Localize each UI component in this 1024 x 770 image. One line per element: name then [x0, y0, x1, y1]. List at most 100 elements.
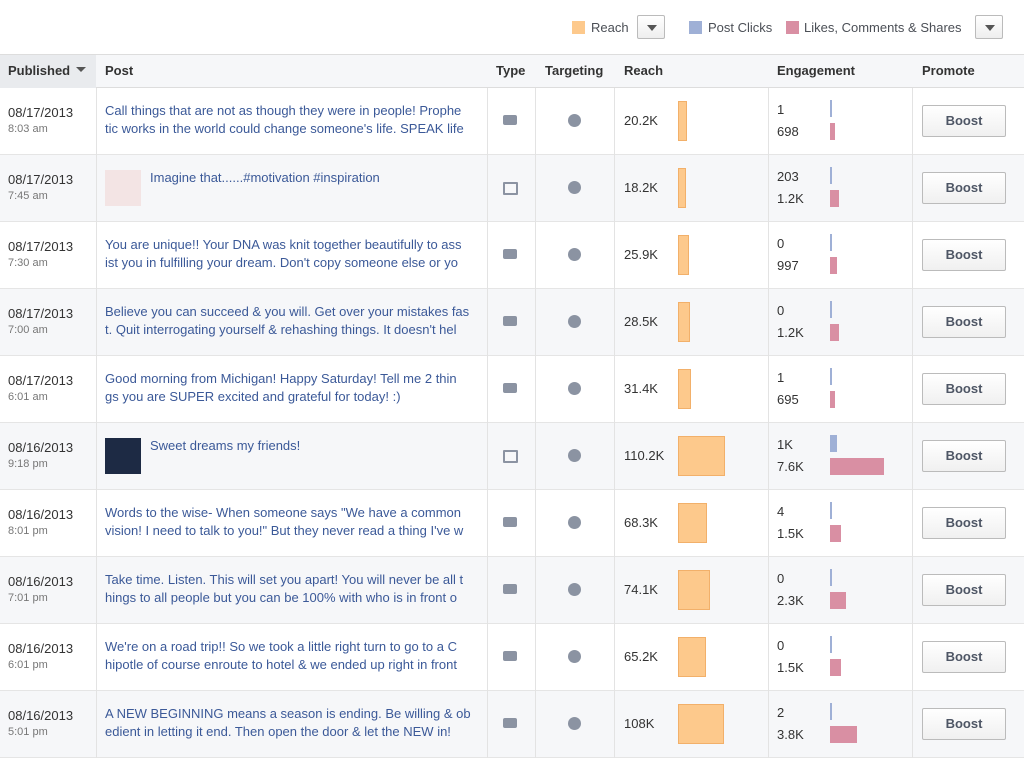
likes-label: 997	[777, 258, 799, 273]
boost-button[interactable]: Boost	[922, 507, 1006, 539]
status-icon	[503, 718, 517, 728]
boost-button[interactable]: Boost	[922, 172, 1006, 204]
clicks-bar	[830, 234, 832, 251]
legend-swatch	[689, 21, 702, 34]
post-text[interactable]: hings to all people but you can be 100% …	[105, 590, 457, 605]
post-text[interactable]: You are unique!! Your DNA was knit toget…	[105, 237, 462, 252]
header-row	[0, 55, 1024, 88]
column-divider	[535, 155, 536, 222]
clicks-label: 0	[777, 571, 785, 586]
column-divider	[535, 222, 536, 289]
column-divider	[487, 691, 488, 758]
boost-button[interactable]: Boost	[922, 373, 1006, 405]
time: 8:03 am	[8, 123, 48, 135]
column-header[interactable]: Published	[8, 63, 71, 78]
date: 08/16/2013	[8, 507, 74, 522]
boost-button[interactable]: Boost	[922, 440, 1006, 472]
column-divider	[487, 222, 488, 289]
column-divider	[614, 222, 615, 289]
reach-bar	[678, 436, 725, 476]
likes-label: 1.5K	[777, 660, 804, 675]
reach-bar	[678, 570, 710, 610]
column-divider	[768, 289, 769, 356]
post-text[interactable]: ist you in fulfilling your dream. Don't …	[105, 255, 458, 270]
legend-label: Post Clicks	[708, 20, 773, 35]
dropdown[interactable]	[975, 15, 1003, 39]
dropdown[interactable]	[637, 15, 665, 39]
post-text[interactable]: vision! I need to talk to you!" But they…	[105, 523, 464, 538]
post-text[interactable]: edient in letting it end. Then open the …	[105, 724, 451, 739]
column-divider	[912, 557, 913, 624]
column-divider	[614, 356, 615, 423]
column-divider	[614, 624, 615, 691]
boost-button[interactable]: Boost	[922, 239, 1006, 271]
reach-bar	[678, 369, 692, 409]
column-header: Post	[105, 63, 134, 78]
time: 9:18 pm	[8, 458, 48, 470]
globe-icon	[568, 181, 581, 194]
column-divider	[768, 557, 769, 624]
column-divider	[614, 557, 615, 624]
clicks-bar	[830, 502, 832, 519]
legend-swatch	[786, 21, 799, 34]
likes-label: 3.8K	[777, 727, 804, 742]
column-divider	[535, 691, 536, 758]
post-text[interactable]: Good morning from Michigan! Happy Saturd…	[105, 371, 457, 386]
reach-bar	[678, 168, 686, 208]
post-text[interactable]: We're on a road trip!! So we took a litt…	[105, 639, 457, 654]
boost-button[interactable]: Boost	[922, 574, 1006, 606]
post-text[interactable]: Sweet dreams my friends!	[150, 438, 301, 453]
date: 08/16/2013	[8, 708, 74, 723]
column-divider	[487, 88, 488, 155]
reach-label: 110.2K	[624, 448, 665, 463]
post-text[interactable]: gs you are SUPER excited and grateful fo…	[105, 389, 401, 404]
column-divider	[487, 557, 488, 624]
column-divider	[912, 490, 913, 557]
column-divider	[768, 155, 769, 222]
column-divider	[535, 490, 536, 557]
post-text[interactable]: Believe you can succeed & you will. Get …	[105, 304, 470, 319]
column-divider	[768, 490, 769, 557]
column-divider	[768, 423, 769, 490]
boost-button[interactable]: Boost	[922, 306, 1006, 338]
column-header: Reach	[624, 63, 664, 78]
column-header: Type	[496, 63, 526, 78]
column-divider	[535, 557, 536, 624]
column-divider	[96, 289, 97, 356]
post-text[interactable]: Call things that are not as though they …	[105, 103, 462, 118]
clicks-label: 0	[777, 638, 785, 653]
boost-button[interactable]: Boost	[922, 708, 1006, 740]
date: 08/16/2013	[8, 641, 74, 656]
post-text[interactable]: Take time. Listen. This will set you apa…	[105, 572, 464, 587]
time: 8:01 pm	[8, 525, 48, 537]
clicks-label: 1	[777, 370, 785, 385]
likes-bar	[830, 324, 839, 341]
boost-button[interactable]: Boost	[922, 641, 1006, 673]
column-divider	[535, 624, 536, 691]
likes-label: 698	[777, 124, 799, 139]
boost-button[interactable]: Boost	[922, 105, 1006, 137]
post-text[interactable]: Imagine that......#motivation #inspirati…	[150, 170, 380, 185]
post-text[interactable]: t. Quit interrogating yourself & rehashi…	[105, 322, 457, 337]
clicks-label: 0	[777, 236, 785, 251]
clicks-label: 2	[777, 705, 785, 720]
post-text[interactable]: A NEW BEGINNING means a season is ending…	[105, 706, 471, 721]
post-text[interactable]: hipotle of course enroute to hotel & we …	[105, 657, 457, 672]
column-divider	[614, 155, 615, 222]
clicks-bar	[830, 569, 832, 586]
time: 6:01 am	[8, 391, 48, 403]
column-divider	[614, 88, 615, 155]
likes-bar	[830, 726, 857, 743]
status-icon	[503, 517, 517, 527]
clicks-label: 1K	[777, 437, 793, 452]
likes-label: 2.3K	[777, 593, 804, 608]
column-divider	[912, 155, 913, 222]
reach-label: 25.9K	[624, 247, 658, 262]
status-icon	[503, 249, 517, 259]
date: 08/16/2013	[8, 574, 74, 589]
date: 08/17/2013	[8, 373, 74, 388]
post-text[interactable]: tic works in the world could change some…	[105, 121, 464, 136]
post-text[interactable]: Words to the wise- When someone says "We…	[105, 505, 462, 520]
legend-swatch	[572, 21, 585, 34]
